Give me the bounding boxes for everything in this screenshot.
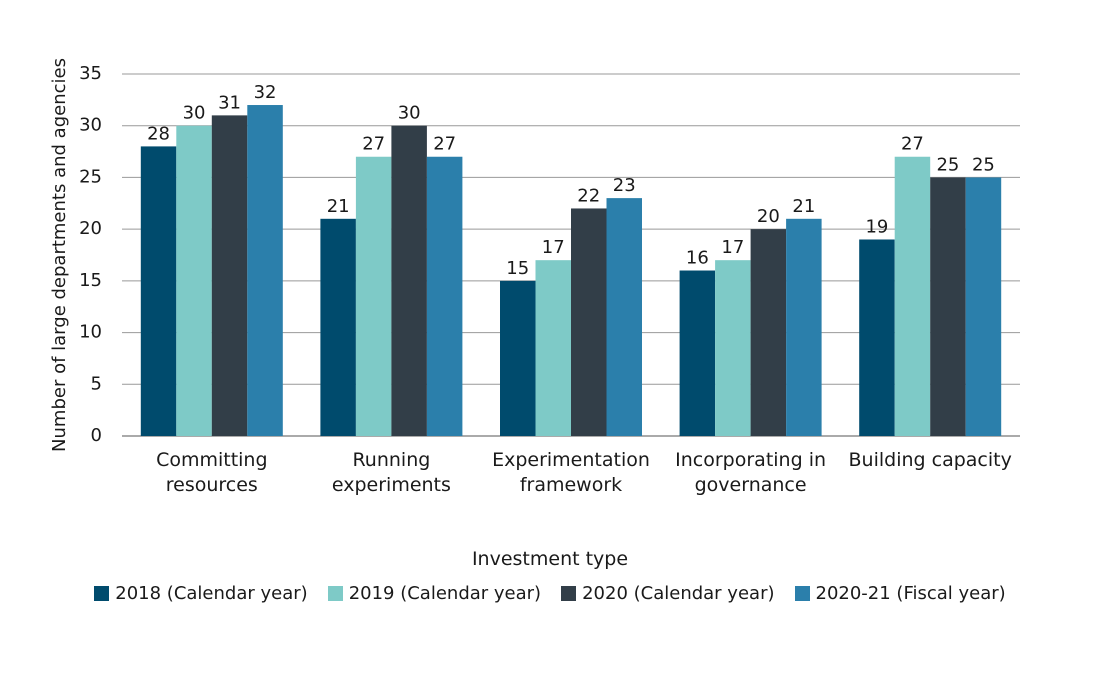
legend-label: 2020 (Calendar year) (582, 583, 775, 604)
legend-item: 2018 (Calendar year) (94, 583, 308, 604)
bar (715, 260, 751, 436)
legend-label: 2020-21 (Fiscal year) (815, 583, 1006, 604)
bar (535, 260, 571, 436)
data-label: 16 (686, 248, 709, 269)
x-tick-label: Incorporating in governance (675, 449, 827, 496)
bar (176, 125, 212, 436)
y-tick-label: 15 (79, 270, 102, 291)
y-axis-title: Number of large departments and agencies (49, 58, 70, 452)
data-label: 27 (362, 134, 385, 155)
legend-item: 2020 (Calendar year) (561, 583, 775, 604)
bar (859, 239, 895, 436)
y-tick-label: 10 (79, 322, 102, 343)
bar (426, 156, 463, 436)
legend-item: 2019 (Calendar year) (327, 583, 542, 604)
bar (786, 218, 822, 436)
y-tick-label: 30 (79, 115, 102, 136)
y-tick-label: 0 (91, 425, 102, 446)
y-tick-label: 25 (79, 166, 102, 187)
legend-swatch (327, 586, 343, 601)
data-label: 27 (433, 134, 456, 155)
x-tick-label: Running experiments (331, 449, 451, 496)
data-label: 30 (183, 103, 206, 124)
bar (247, 105, 283, 437)
legend: 2018 (Calendar year) 2019 (Calendar year)… (0, 583, 1100, 604)
data-label: 21 (792, 196, 815, 217)
data-label: 17 (542, 237, 565, 258)
legend-label: 2019 (Calendar year) (348, 583, 542, 604)
bar (320, 218, 356, 436)
bar (140, 146, 177, 436)
data-label: 25 (936, 154, 959, 175)
legend-swatch (794, 586, 810, 601)
data-label: 27 (901, 134, 924, 155)
bar (500, 280, 536, 436)
bar (211, 115, 248, 436)
data-label: 28 (147, 123, 170, 144)
data-label: 17 (721, 237, 744, 258)
data-label: 31 (218, 92, 241, 113)
bar (750, 229, 787, 436)
data-label: 15 (506, 258, 529, 279)
data-label: 19 (865, 216, 888, 237)
bar (930, 177, 966, 436)
x-tick-label: Committing resources (156, 449, 268, 496)
bar (965, 177, 1002, 436)
legend-label: 2018 (Calendar year) (115, 583, 308, 604)
x-tick-label: Experimentation framework (492, 449, 650, 496)
bar (571, 208, 607, 436)
data-label: 32 (254, 82, 277, 103)
bar (355, 156, 392, 436)
legend-item: 2020-21 (Fiscal year) (794, 583, 1006, 604)
x-tick-label: Building capacity (848, 449, 1012, 471)
bar (391, 125, 427, 436)
data-label: 25 (972, 154, 995, 175)
bar (894, 156, 931, 436)
legend-swatch (94, 586, 110, 601)
y-tick-label: 20 (79, 218, 102, 239)
bar (679, 270, 716, 436)
y-tick-label: 35 (79, 63, 102, 84)
y-tick-label: 5 (91, 373, 102, 394)
x-axis-title: Investment type (471, 548, 629, 570)
bar (606, 198, 642, 436)
data-label: 21 (327, 196, 350, 217)
data-label: 22 (577, 185, 600, 206)
legend-swatch (561, 586, 577, 601)
data-label: 30 (398, 103, 421, 124)
data-label: 20 (757, 206, 780, 227)
data-label: 23 (613, 175, 636, 196)
